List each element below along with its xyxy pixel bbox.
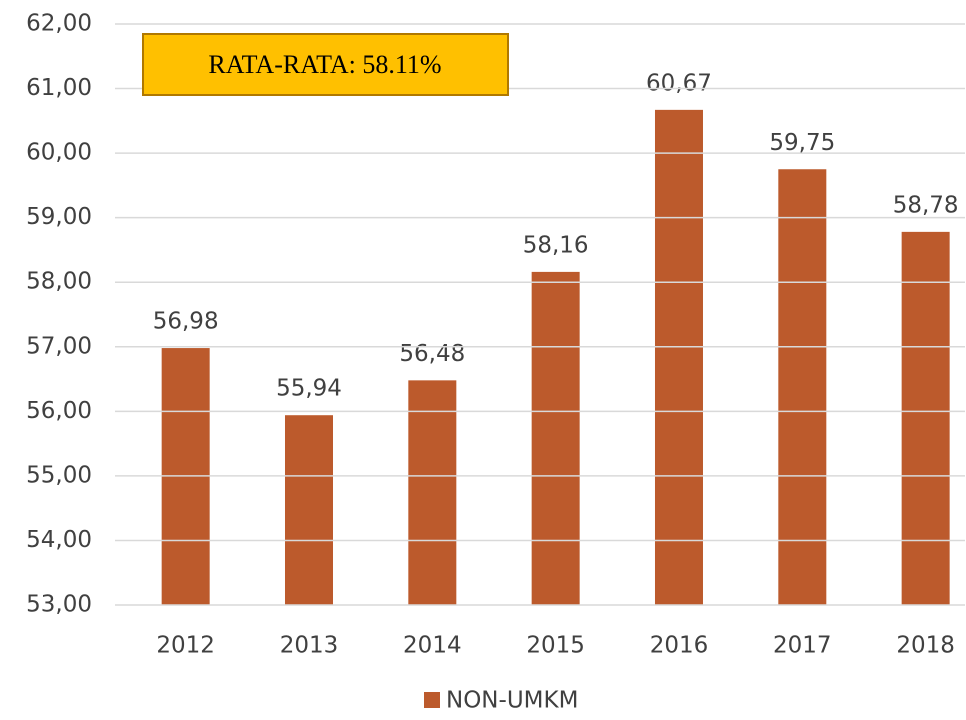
annotation-box [142, 33, 509, 96]
y-tick-label: 55,00 [26, 462, 92, 488]
y-tick-label: 53,00 [26, 592, 92, 618]
x-tick-label: 2017 [773, 633, 832, 659]
bar [531, 271, 580, 605]
value-label: 56,48 [399, 341, 465, 367]
bar [901, 231, 950, 605]
y-tick-label: 59,00 [26, 204, 92, 230]
value-label: 58,16 [523, 232, 589, 258]
bar [778, 169, 827, 605]
y-tick-label: 54,00 [26, 527, 92, 553]
legend-swatch [424, 692, 440, 708]
y-tick-label: 58,00 [26, 269, 92, 295]
value-label: 58,78 [893, 192, 959, 218]
x-tick-label: 2016 [650, 633, 709, 659]
bar [654, 109, 703, 605]
bar [284, 415, 333, 605]
y-tick-label: 61,00 [26, 75, 92, 101]
y-tick-label: 62,00 [26, 11, 92, 37]
value-label: 60,67 [646, 70, 712, 96]
y-tick-label: 57,00 [26, 333, 92, 359]
x-tick-label: 2012 [156, 633, 215, 659]
legend-label: NON-UMKM [446, 688, 578, 714]
y-tick-label: 60,00 [26, 140, 92, 166]
annotation: RATA-RATA: 58.11% [208, 50, 441, 79]
y-tick-label: 56,00 [26, 398, 92, 424]
x-tick-label: 2013 [280, 633, 339, 659]
x-tick-label: 2014 [403, 633, 462, 659]
value-label: 59,75 [769, 130, 835, 156]
bar [408, 380, 457, 605]
value-label: 56,98 [153, 309, 219, 335]
x-tick-label: 2018 [896, 633, 955, 659]
x-tick-label: 2015 [526, 633, 585, 659]
value-label: 55,94 [276, 376, 342, 402]
